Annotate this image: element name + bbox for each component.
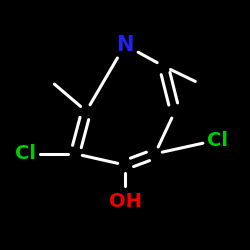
Text: OH: OH (108, 192, 142, 211)
Text: Cl: Cl (14, 144, 36, 163)
Text: Cl: Cl (207, 130, 228, 150)
Text: N: N (116, 35, 134, 55)
